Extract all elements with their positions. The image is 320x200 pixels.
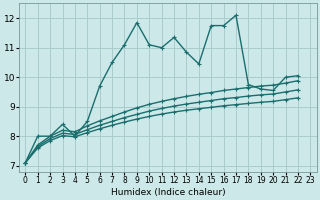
X-axis label: Humidex (Indice chaleur): Humidex (Indice chaleur)	[110, 188, 225, 197]
